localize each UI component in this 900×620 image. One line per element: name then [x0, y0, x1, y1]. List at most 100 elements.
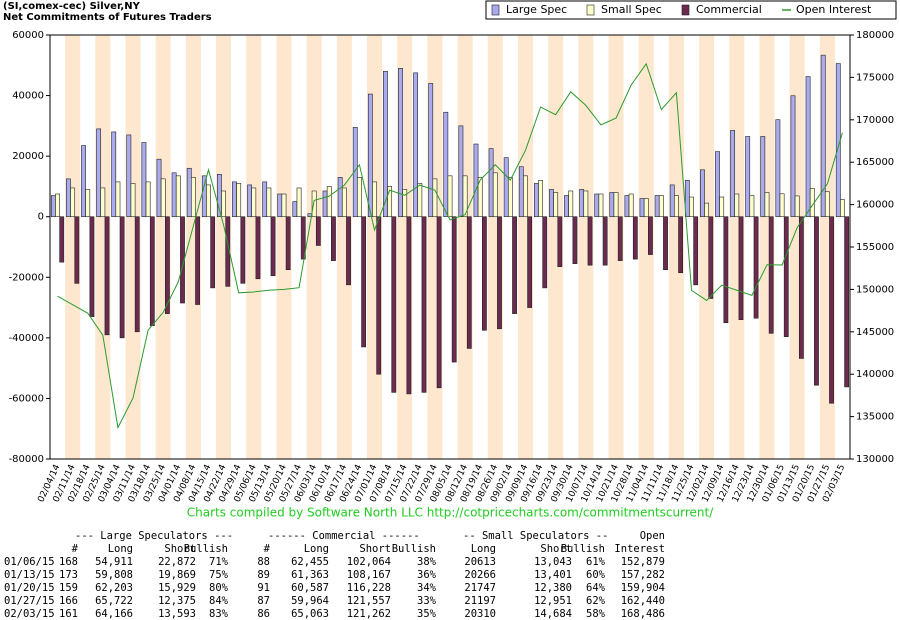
table-column: Short — [359, 543, 391, 555]
legend: Large Spec Small Spec Commercial Open Inter… — [485, 0, 897, 20]
bar — [840, 199, 845, 218]
bar — [745, 136, 751, 218]
table-cell: 64% — [586, 582, 606, 594]
table-cell: 65,063 — [291, 608, 329, 620]
y-tick-label: 60000 — [12, 30, 44, 41]
bar — [171, 172, 177, 218]
table-column: # — [72, 543, 79, 555]
bar — [70, 187, 76, 218]
bar — [341, 187, 347, 218]
table-cell: 159 — [59, 582, 78, 594]
bar — [232, 181, 237, 218]
y-tick-label: -60000 — [9, 393, 44, 404]
bar — [277, 193, 283, 218]
bar — [326, 186, 332, 218]
bar — [783, 216, 789, 337]
band — [578, 35, 594, 459]
bar — [492, 172, 498, 218]
bar — [798, 216, 804, 359]
table-group: Open — [640, 530, 665, 542]
bar — [190, 177, 196, 218]
bar — [315, 216, 321, 246]
table-cell: 12,375 — [158, 595, 196, 607]
bar — [749, 195, 755, 218]
table-cell: 166 — [59, 595, 78, 607]
table-cell: 64,166 — [95, 608, 133, 620]
bar — [160, 178, 166, 218]
table-cell: 75% — [209, 569, 229, 581]
bar — [512, 216, 517, 314]
bar — [81, 145, 86, 218]
bar — [115, 181, 121, 218]
table-column: Interest — [614, 543, 665, 555]
y2-tick-label: 170000 — [856, 115, 894, 126]
bar — [66, 178, 71, 218]
table-cell: 58% — [586, 608, 606, 620]
table-cell: 54,911 — [95, 556, 133, 568]
table-cell: 168,486 — [621, 608, 665, 620]
legend-label: Open Interest — [796, 3, 872, 16]
table-cell: 87 — [257, 595, 270, 607]
bar — [331, 216, 336, 261]
bar — [693, 216, 699, 286]
band — [185, 35, 201, 459]
bar — [805, 76, 811, 218]
bar — [352, 127, 358, 218]
table-cell: 15,929 — [158, 582, 196, 594]
bar — [100, 187, 106, 218]
bar — [624, 195, 630, 218]
band — [699, 35, 715, 459]
bar — [654, 195, 660, 218]
table-cell: 162,440 — [621, 595, 665, 607]
table-cell: 20310 — [464, 608, 496, 620]
bar — [609, 192, 615, 218]
bar — [451, 216, 457, 363]
bar — [643, 198, 649, 218]
bar — [134, 216, 140, 333]
bar — [387, 186, 393, 218]
table-cell: 35% — [417, 608, 437, 620]
band — [246, 35, 262, 459]
table-cell: 14,684 — [534, 608, 572, 620]
y2-tick-label: 165000 — [856, 157, 894, 168]
y-tick-label: 20000 — [12, 151, 44, 162]
bar — [281, 193, 287, 218]
table-cell: 20613 — [464, 556, 496, 568]
bar — [719, 196, 725, 218]
table-column: Bullish — [561, 543, 605, 555]
bar — [165, 216, 170, 314]
bar — [617, 216, 623, 261]
table-cell: 102,064 — [347, 556, 391, 568]
band — [638, 35, 654, 459]
bar — [346, 216, 351, 286]
bar — [149, 216, 155, 327]
bar — [119, 216, 125, 339]
table-cell: 02/03/15 — [4, 608, 55, 620]
table-cell: 83% — [209, 608, 229, 620]
y2-tick-label: 150000 — [856, 284, 894, 295]
bar — [794, 195, 800, 218]
bar — [417, 183, 423, 218]
bar — [779, 193, 785, 218]
table-cell: 01/20/15 — [4, 582, 55, 594]
bar — [632, 216, 638, 260]
table-cell: 59,808 — [95, 569, 133, 581]
bar — [473, 143, 479, 218]
y2-tick-label: 145000 — [856, 327, 894, 338]
bar — [311, 190, 317, 218]
bar — [285, 216, 291, 271]
table-cell: 168 — [59, 556, 78, 568]
table-cell: 71% — [209, 556, 229, 568]
bar — [753, 216, 759, 319]
y-tick-label: -40000 — [9, 333, 44, 344]
table-cell: 62,455 — [291, 556, 329, 568]
legend-swatch — [681, 4, 690, 16]
bar — [594, 193, 600, 218]
table-column: Long — [471, 543, 496, 555]
bar — [488, 148, 494, 218]
table-cell: 20266 — [464, 569, 496, 581]
table-cell: 19,869 — [158, 569, 196, 581]
table-cell: 91 — [257, 582, 270, 594]
table-cell: 01/27/15 — [4, 595, 55, 607]
table-column: Long — [108, 543, 133, 555]
